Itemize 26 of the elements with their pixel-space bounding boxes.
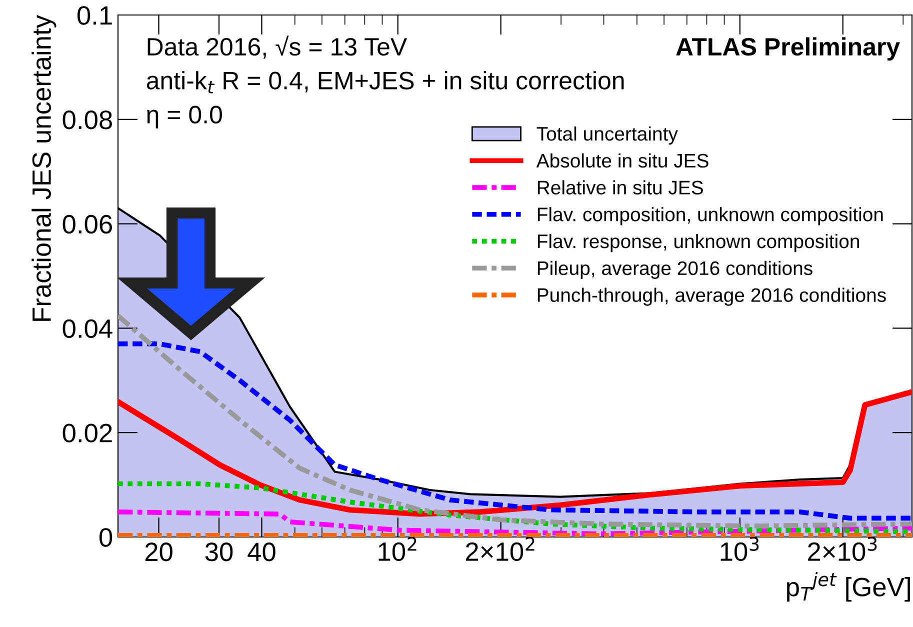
legend-label: Total uncertainty xyxy=(536,126,678,145)
legend-label: Flav. composition, unknown composition xyxy=(538,207,883,226)
x-tick-label: 40 xyxy=(248,542,276,562)
y-tick-label: 0 xyxy=(99,528,112,547)
legend-label: Absolute in situ JES xyxy=(536,153,708,168)
annotation: η = 0.0 xyxy=(147,106,222,128)
x-tick-label: 10$^{2}$ xyxy=(378,536,416,562)
legend-label: Pileup, average 2016 conditions xyxy=(538,260,812,279)
annotation: anti-k$_{t}$ R = 0.4, EM+JES + in situ correction xyxy=(146,71,624,94)
legend-label: Punch-through, average 2016 conditions xyxy=(538,288,886,306)
y-tick-label: 0.02 xyxy=(62,424,112,442)
x-tick-label: 20 xyxy=(145,542,172,562)
x-axis-title: p$_{T}$$^{jet}$ [GeV] xyxy=(787,572,910,602)
legend-label: Flav. response, unknown composition xyxy=(538,234,859,252)
x-tick-label: 10$^{3}$ xyxy=(720,536,759,562)
x-tick-label: 2×10$^{3}$ xyxy=(808,536,877,562)
legend-label: Relative in situ JES xyxy=(538,180,703,194)
y-tick-label: 0.06 xyxy=(62,214,112,234)
y-tick-label: 0.04 xyxy=(62,319,112,338)
y-tick-label: 0.1 xyxy=(77,6,112,25)
x-tick-label: 2×10$^{2}$ xyxy=(466,536,534,562)
annotation: Data 2016, √s = 13 TeV xyxy=(148,36,408,59)
x-tick-label: 30 xyxy=(205,542,233,562)
y-tick-label: 0.08 xyxy=(62,110,112,130)
y-axis-title: Fractional JES uncertainty xyxy=(32,15,56,321)
annotation: ATLAS Preliminary xyxy=(676,37,900,61)
